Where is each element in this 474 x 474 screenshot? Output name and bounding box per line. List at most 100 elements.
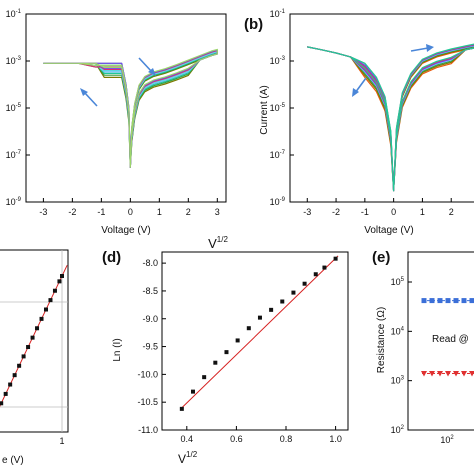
- panel-e-point-triangle: [445, 370, 451, 377]
- panel-a-curves: [43, 48, 218, 168]
- panel-d-point: [179, 406, 184, 411]
- panel-c-point: [12, 373, 17, 378]
- panel-d-title: V1/2: [208, 235, 228, 251]
- panel-c-point: [30, 335, 35, 340]
- panel-e-points: [421, 298, 474, 377]
- panel-a-ytick-label-base: 10: [6, 56, 16, 66]
- panel-d-xlabel-base: V: [178, 452, 186, 466]
- panel-e-ytick-label-exp: 3: [401, 376, 405, 382]
- panel-c-point: [60, 274, 64, 278]
- panel-b-xtick-label: 2: [449, 207, 454, 217]
- panel-b-iv-curve: [307, 45, 474, 192]
- panel-e-xtick: 102: [440, 435, 454, 445]
- panel-e-point-triangle: [461, 370, 467, 377]
- panel-d-xtick-label: 1.0: [329, 434, 342, 444]
- panel-e-ytick-label-base: 10: [391, 376, 401, 386]
- panel-e-point-square: [445, 298, 451, 304]
- panel-b-y-ticks: 10-110-310-510-710-9: [270, 9, 294, 207]
- panel-b-arrow-left: [352, 77, 367, 97]
- panel-e-ytick-label-base: 10: [391, 326, 401, 336]
- panel-b-label: (b): [244, 16, 263, 33]
- panel-d-ytick-label: -9.0: [142, 314, 158, 324]
- panel-d-title-sup: 1/2: [217, 235, 229, 244]
- panel-a-ytick-label-base: 10: [6, 103, 16, 113]
- panel-d-frame: [161, 251, 349, 431]
- panel-b-iv-curve: [307, 46, 474, 192]
- panel-c-point: [52, 288, 57, 293]
- panel-a-ytick-label-exp: -7: [16, 150, 22, 156]
- panel-e-ytick-label-exp: 4: [401, 326, 405, 332]
- panel-a-xtick-label: -3: [39, 207, 47, 217]
- panel-d-point: [235, 338, 240, 343]
- panel-b-ytick-label-exp: -9: [280, 197, 286, 203]
- panel-d: (d) V1/2 -8.0-8.5-9.0-9.5-10.0-10.5-11.0…: [102, 235, 349, 466]
- panel-c-point: [48, 298, 53, 303]
- panel-b-ylabel: Current (A): [259, 85, 270, 134]
- panel-a: 10-110-310-510-710-9 -3 -2 -1 0 1 2 3 Voltage …: [6, 9, 227, 236]
- panel-e-point-triangle: [453, 370, 459, 377]
- panel-e-ytick-label: 104: [391, 326, 405, 336]
- panel-b-ytick-label: 10-5: [270, 103, 286, 113]
- panel-a-ytick-label: 10-5: [6, 103, 22, 113]
- panel-d-ytick-label: -8.0: [142, 258, 158, 268]
- panel-d-xtick-label: 0.6: [230, 434, 243, 444]
- panel-b-ytick-label: 10-9: [270, 197, 286, 207]
- panel-e-label: (e): [372, 249, 390, 266]
- panel-e-point-square: [461, 298, 467, 304]
- panel-e-xtick-exp: 2: [450, 435, 454, 441]
- panel-e-ytick-label: 103: [391, 376, 405, 386]
- panel-d-xtick-label: 0.8: [280, 434, 293, 444]
- panel-e-point-square: [421, 298, 427, 304]
- panel-e-ytick-label-exp: 5: [401, 277, 405, 283]
- panel-d-point: [302, 281, 307, 286]
- panel-c-point: [17, 363, 22, 368]
- panel-a-ytick-label: 10-1: [6, 9, 22, 19]
- panel-b-xtick-label: -1: [361, 207, 369, 217]
- panel-e-ytick-label-base: 10: [391, 277, 401, 287]
- panel-a-y-ticks: 10-110-310-510-710-9: [6, 9, 30, 207]
- panel-e-point-square: [437, 298, 443, 304]
- panel-a-ytick-label-exp: -1: [16, 9, 22, 15]
- panel-b-ytick-label-exp: -1: [280, 9, 286, 15]
- panel-b-ytick-label-exp: -5: [280, 103, 286, 109]
- panel-e-frame: [407, 251, 474, 431]
- panel-a-xtick-label: -2: [68, 207, 76, 217]
- panel-a-arrow-right: [138, 57, 156, 76]
- panel-c-point: [8, 382, 13, 387]
- panel-a-x-ticks: -3 -2 -1 0 1 2 3: [39, 198, 220, 217]
- panel-d-point: [224, 350, 229, 355]
- panel-b-ytick-label: 10-1: [270, 9, 286, 19]
- panel-b-xtick-label: 1: [420, 207, 425, 217]
- panel-d-point: [257, 315, 262, 320]
- panel-b-iv-curve: [307, 43, 474, 192]
- panel-d-ytick-label: -9.5: [142, 342, 158, 352]
- panel-d-ylabel: Ln (I): [112, 338, 123, 361]
- panel-a-ytick-label-base: 10: [6, 150, 16, 160]
- panel-d-title-base: V: [208, 236, 217, 251]
- panel-a-ytick-label-base: 10: [6, 9, 16, 19]
- panel-b-iv-curve: [307, 46, 474, 192]
- panel-c-point: [21, 354, 26, 359]
- panel-a-iv-curve: [43, 48, 218, 168]
- panel-c-points: [0, 265, 68, 407]
- panel-d-x-ticks: 0.4 0.6 0.8 1.0: [181, 426, 342, 444]
- panel-d-ytick-label: -11.0: [138, 425, 158, 435]
- panel-d-point: [269, 307, 274, 312]
- panel-b-ytick-label-base: 10: [270, 150, 280, 160]
- panel-e-point-triangle: [469, 370, 474, 377]
- panel-c-xlabel: e (V): [2, 455, 24, 466]
- panel-a-ytick-label: 10-9: [6, 197, 22, 207]
- panel-c-point: [0, 401, 4, 406]
- panel-e-ytick-label-exp: 2: [401, 425, 405, 431]
- panel-b-ytick-label-base: 10: [270, 56, 280, 66]
- panel-c-xtick: 1: [59, 436, 64, 446]
- panel-d-point: [333, 256, 338, 261]
- panel-b-iv-curve: [307, 44, 474, 192]
- panel-e-ytick-label: 105: [391, 277, 405, 287]
- panel-a-ytick-label-exp: -5: [16, 103, 22, 109]
- panel-c-point: [39, 316, 44, 321]
- panel-e-ylabel: Resistance (Ω): [376, 307, 387, 373]
- panel-a-xtick-label: 2: [186, 207, 191, 217]
- panel-b-xtick-label: -2: [332, 207, 340, 217]
